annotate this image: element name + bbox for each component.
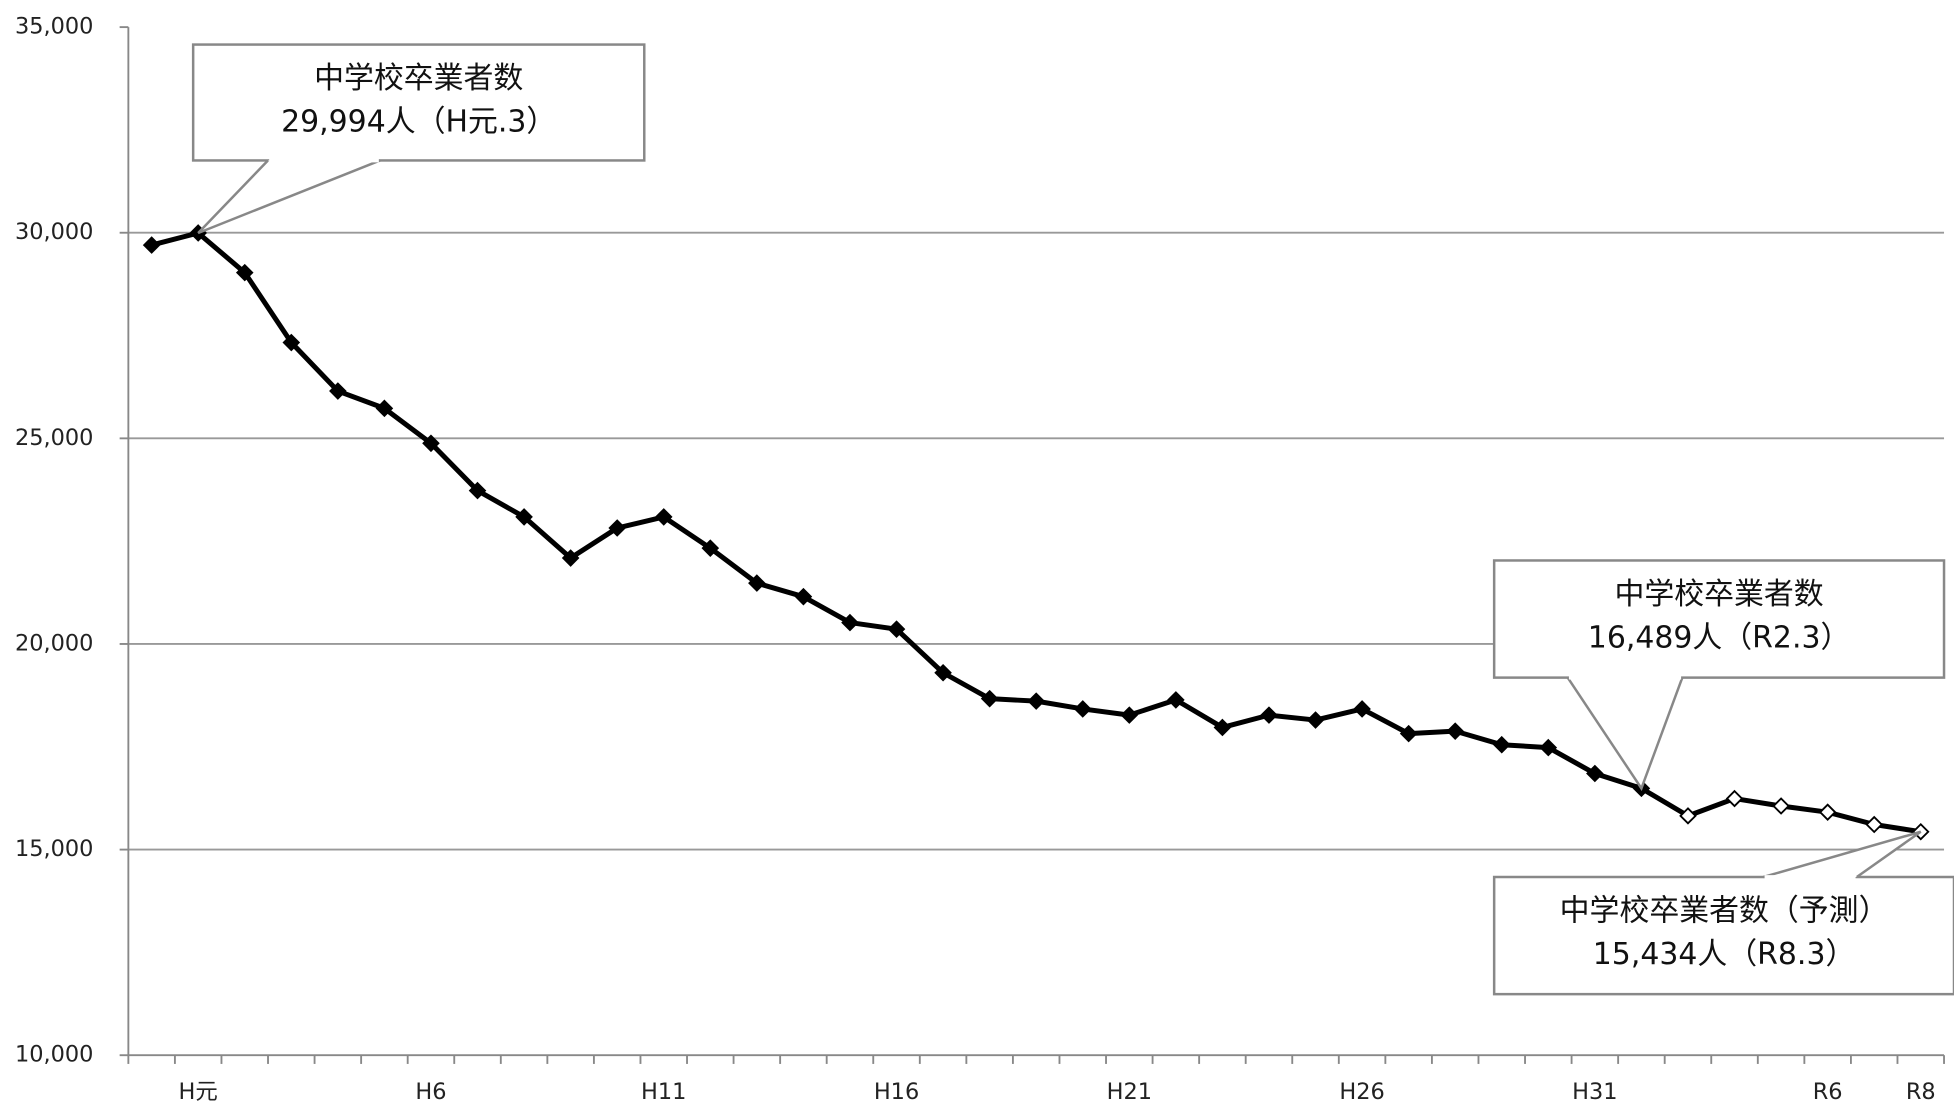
marker bbox=[235, 263, 254, 282]
marker bbox=[561, 549, 580, 567]
marker bbox=[934, 663, 952, 682]
marker bbox=[1073, 700, 1092, 718]
marker bbox=[1539, 738, 1558, 757]
marker bbox=[1492, 735, 1511, 754]
marker bbox=[1399, 724, 1418, 743]
marker bbox=[841, 613, 859, 632]
marker bbox=[654, 508, 673, 526]
x-tick-label: H6 bbox=[415, 1079, 446, 1105]
callout-box bbox=[1492, 559, 1946, 679]
x-tick-label: H元 bbox=[179, 1079, 218, 1105]
callout-text: 中学校卒業者数 bbox=[1614, 577, 1823, 612]
marker bbox=[1725, 789, 1744, 808]
marker bbox=[468, 481, 487, 500]
marker bbox=[701, 539, 720, 557]
marker bbox=[142, 236, 161, 254]
x-tick-label: H26 bbox=[1339, 1079, 1384, 1105]
marker bbox=[887, 620, 906, 638]
marker bbox=[1260, 706, 1278, 724]
marker bbox=[515, 508, 533, 526]
y-tick-label: 35,000 bbox=[15, 14, 93, 40]
marker bbox=[1818, 803, 1837, 821]
callout-pointer bbox=[1762, 830, 1922, 879]
x-tick-label: H16 bbox=[874, 1079, 919, 1105]
callout-text: 中学校卒業者数 bbox=[314, 61, 523, 96]
callout-text: 16,489人（R2.3） bbox=[1588, 620, 1851, 655]
marker bbox=[608, 519, 626, 537]
marker bbox=[1353, 700, 1371, 718]
y-tick-label: 25,000 bbox=[15, 425, 93, 451]
x-tick-label: R8 bbox=[1906, 1079, 1936, 1105]
x-tick-label: R6 bbox=[1813, 1079, 1843, 1105]
marker bbox=[282, 333, 301, 352]
callout-text: 29,994人（H元.3） bbox=[281, 105, 556, 140]
marker bbox=[1213, 718, 1232, 737]
y-tick-label: 15,000 bbox=[15, 836, 93, 862]
marker bbox=[1027, 692, 1045, 710]
marker bbox=[1306, 711, 1325, 729]
marker bbox=[748, 574, 766, 592]
callout-text: 15,434人（R8.3） bbox=[1593, 937, 1856, 972]
marker bbox=[329, 382, 347, 400]
callout-box bbox=[191, 43, 646, 162]
marker bbox=[1167, 691, 1185, 709]
marker bbox=[1586, 764, 1604, 783]
marker bbox=[794, 587, 813, 606]
y-tick-label: 30,000 bbox=[15, 219, 93, 245]
x-tick-label: H11 bbox=[641, 1079, 686, 1105]
marker bbox=[1120, 706, 1139, 724]
y-tick-label: 20,000 bbox=[15, 630, 93, 656]
marker bbox=[375, 399, 394, 418]
x-tick-label: H31 bbox=[1572, 1079, 1617, 1105]
marker bbox=[1679, 807, 1697, 825]
y-tick-label: 10,000 bbox=[15, 1042, 93, 1068]
marker bbox=[980, 689, 999, 708]
marker bbox=[422, 434, 440, 453]
callout-box bbox=[1492, 875, 1954, 996]
callout-pointer bbox=[197, 159, 381, 235]
callout-pointer bbox=[1566, 676, 1684, 792]
x-tick-label: H21 bbox=[1107, 1079, 1152, 1105]
callout-text: 中学校卒業者数（予測） bbox=[1560, 893, 1889, 928]
marker bbox=[1446, 722, 1464, 740]
marker bbox=[1772, 797, 1790, 815]
marker bbox=[1865, 815, 1883, 834]
